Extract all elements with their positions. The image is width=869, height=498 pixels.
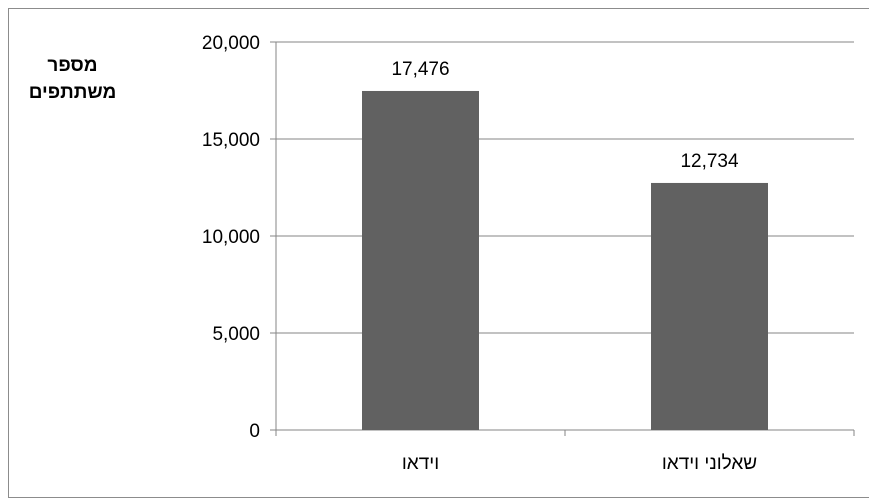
y-axis-label-line-1: מספר <box>47 55 98 76</box>
y-tick-label: 5,000 <box>212 324 260 345</box>
y-tick-label: 0 <box>249 421 260 442</box>
y-tick-label: 10,000 <box>202 227 260 248</box>
x-tick-label: וידאו <box>402 453 439 474</box>
bar <box>362 90 479 430</box>
x-tick-label: שאלוני וידאו <box>662 453 757 474</box>
y-axis-label: מספר משתתפים <box>10 52 135 106</box>
y-axis-label-line-2: משתתפים <box>28 82 117 103</box>
data-label: 17,476 <box>391 59 449 80</box>
y-tick-label: 20,000 <box>202 33 260 54</box>
bar <box>651 182 768 430</box>
data-label: 12,734 <box>680 151 739 172</box>
bar-chart: 0 5,000 10,000 15,000 20,000 17,476 וידאו 12,73… <box>202 33 855 474</box>
y-tick-label: 15,000 <box>202 130 260 151</box>
